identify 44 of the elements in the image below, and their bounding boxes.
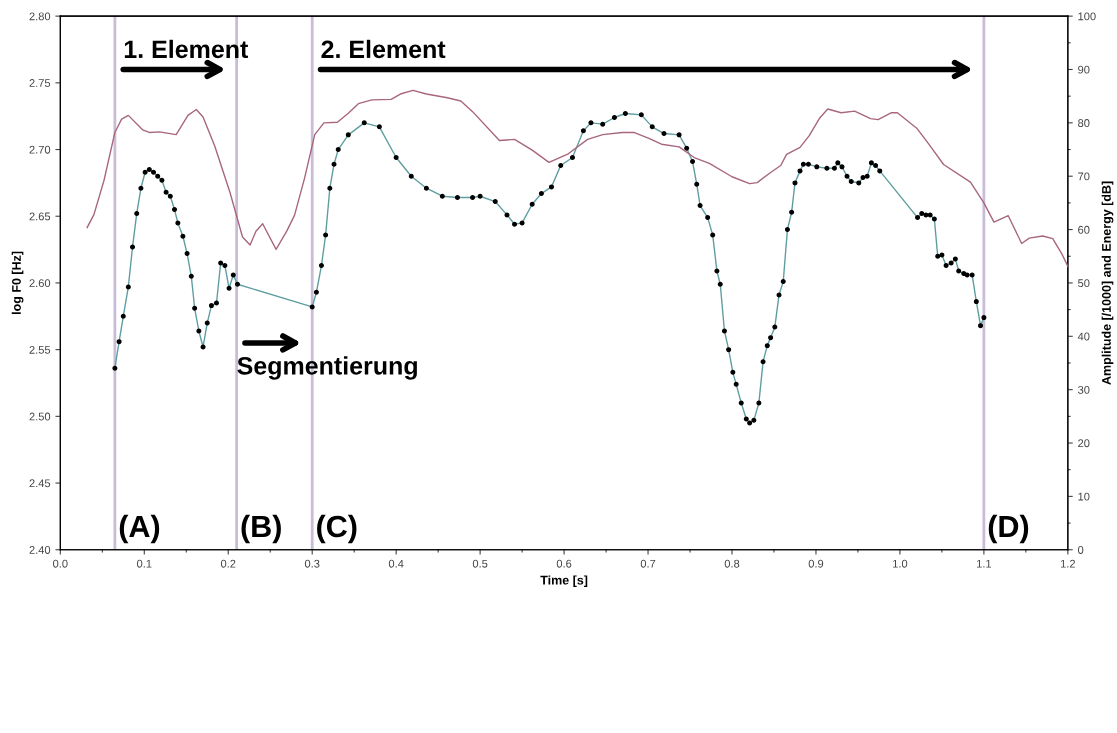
y2-tick-label: 30: [1078, 385, 1090, 394]
x-tick-label: 1.1: [977, 559, 992, 568]
y-tick-label: 2.80: [29, 12, 51, 21]
y-tick-label: 2.45: [29, 479, 51, 488]
y2-tick-label: 50: [1078, 279, 1090, 288]
y-tick-label: 2.40: [29, 546, 51, 554]
y2-tick-label: 90: [1078, 65, 1090, 74]
annotation: Segmentierung: [237, 356, 417, 380]
y2-tick-label: 70: [1078, 172, 1090, 181]
x-tick-label: 0.9: [808, 559, 824, 568]
ref-line-label: (D): [988, 514, 1029, 544]
x-tick-label: 0.6: [556, 559, 572, 568]
y2-tick-label: 40: [1077, 332, 1090, 341]
y-tick-label: 2.75: [29, 79, 51, 87]
x-tick-label: 0.3: [304, 559, 320, 568]
x-tick-label: 0.4: [388, 559, 404, 568]
y2-tick-label: 20: [1078, 439, 1090, 448]
ref-line-label: (B): [241, 514, 281, 544]
y2-tick-label: 60: [1078, 225, 1090, 234]
line-series: [86, 89, 1068, 268]
x-tick-label: 1.2: [1060, 559, 1076, 568]
y-tick-label: 2.60: [29, 279, 51, 288]
y2-tick-label: 100: [1078, 12, 1096, 21]
y2-tick-label: 80: [1078, 119, 1090, 127]
x-tick-label: 0.1: [136, 559, 152, 568]
ref-line-label: (A): [119, 514, 160, 544]
annotation: 1. Element: [124, 39, 249, 59]
x-tick-label: 0.8: [724, 559, 740, 568]
y-tick-label: 2.50: [29, 412, 51, 421]
y-tick-label: 2.55: [29, 345, 51, 354]
x-tick-label: 0.2: [220, 559, 236, 568]
x-tick-label: 0.5: [472, 559, 488, 568]
annotation: 2. Element: [321, 39, 446, 59]
x-tick-label: 0.7: [640, 559, 656, 568]
y2-tick-label: 10: [1078, 492, 1090, 501]
y-tick-label: 2.70: [29, 145, 51, 154]
ref-line-label: (C): [317, 514, 357, 544]
y2-tick-label: 0: [1078, 546, 1084, 554]
x-tick-label: 0.0: [53, 559, 68, 568]
y-tick-label: 2.65: [29, 212, 51, 221]
y2-axis-title: Amplitude [/1000] and Energy [dB]: [1101, 181, 1114, 385]
y-axis-title: log F0 [Hz]: [11, 251, 24, 314]
x-tick-label: 1.0: [893, 559, 908, 568]
x-axis-title: Time [s]: [540, 575, 588, 588]
